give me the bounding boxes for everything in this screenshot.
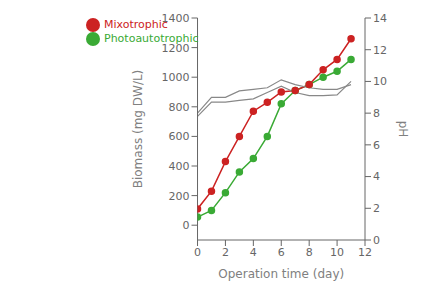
svg-text:Operation time (day): Operation time (day) — [218, 267, 344, 281]
svg-text:0: 0 — [194, 246, 201, 259]
svg-text:200: 200 — [169, 190, 190, 203]
svg-text:400: 400 — [169, 160, 190, 173]
svg-text:8: 8 — [373, 107, 380, 120]
svg-text:1200: 1200 — [162, 42, 190, 55]
svg-text:8: 8 — [306, 246, 313, 259]
svg-text:14: 14 — [373, 12, 387, 25]
svg-text:6: 6 — [373, 139, 380, 152]
svg-text:0: 0 — [183, 219, 190, 232]
svg-text:600: 600 — [169, 130, 190, 143]
svg-text:4: 4 — [250, 246, 257, 259]
svg-text:1000: 1000 — [162, 71, 190, 84]
svg-text:6: 6 — [278, 246, 285, 259]
svg-text:10: 10 — [330, 246, 344, 259]
svg-text:2: 2 — [373, 202, 380, 215]
svg-text:1400: 1400 — [162, 12, 190, 25]
svg-text:4: 4 — [373, 170, 380, 183]
svg-text:2: 2 — [222, 246, 229, 259]
html-text:Mixotrophic: Mixotrophic — [104, 18, 168, 31]
svg-text:pH: pH — [396, 121, 410, 138]
svg-text:12: 12 — [373, 44, 387, 57]
svg-text:10: 10 — [373, 75, 387, 88]
svg-text:12: 12 — [358, 246, 372, 259]
svg-text:Biomass (mg DW/L): Biomass (mg DW/L) — [131, 70, 145, 189]
svg-text:0: 0 — [373, 234, 380, 247]
html-text:Photoautotrophic: Photoautotrophic — [104, 32, 199, 45]
svg-text:800: 800 — [169, 101, 190, 114]
